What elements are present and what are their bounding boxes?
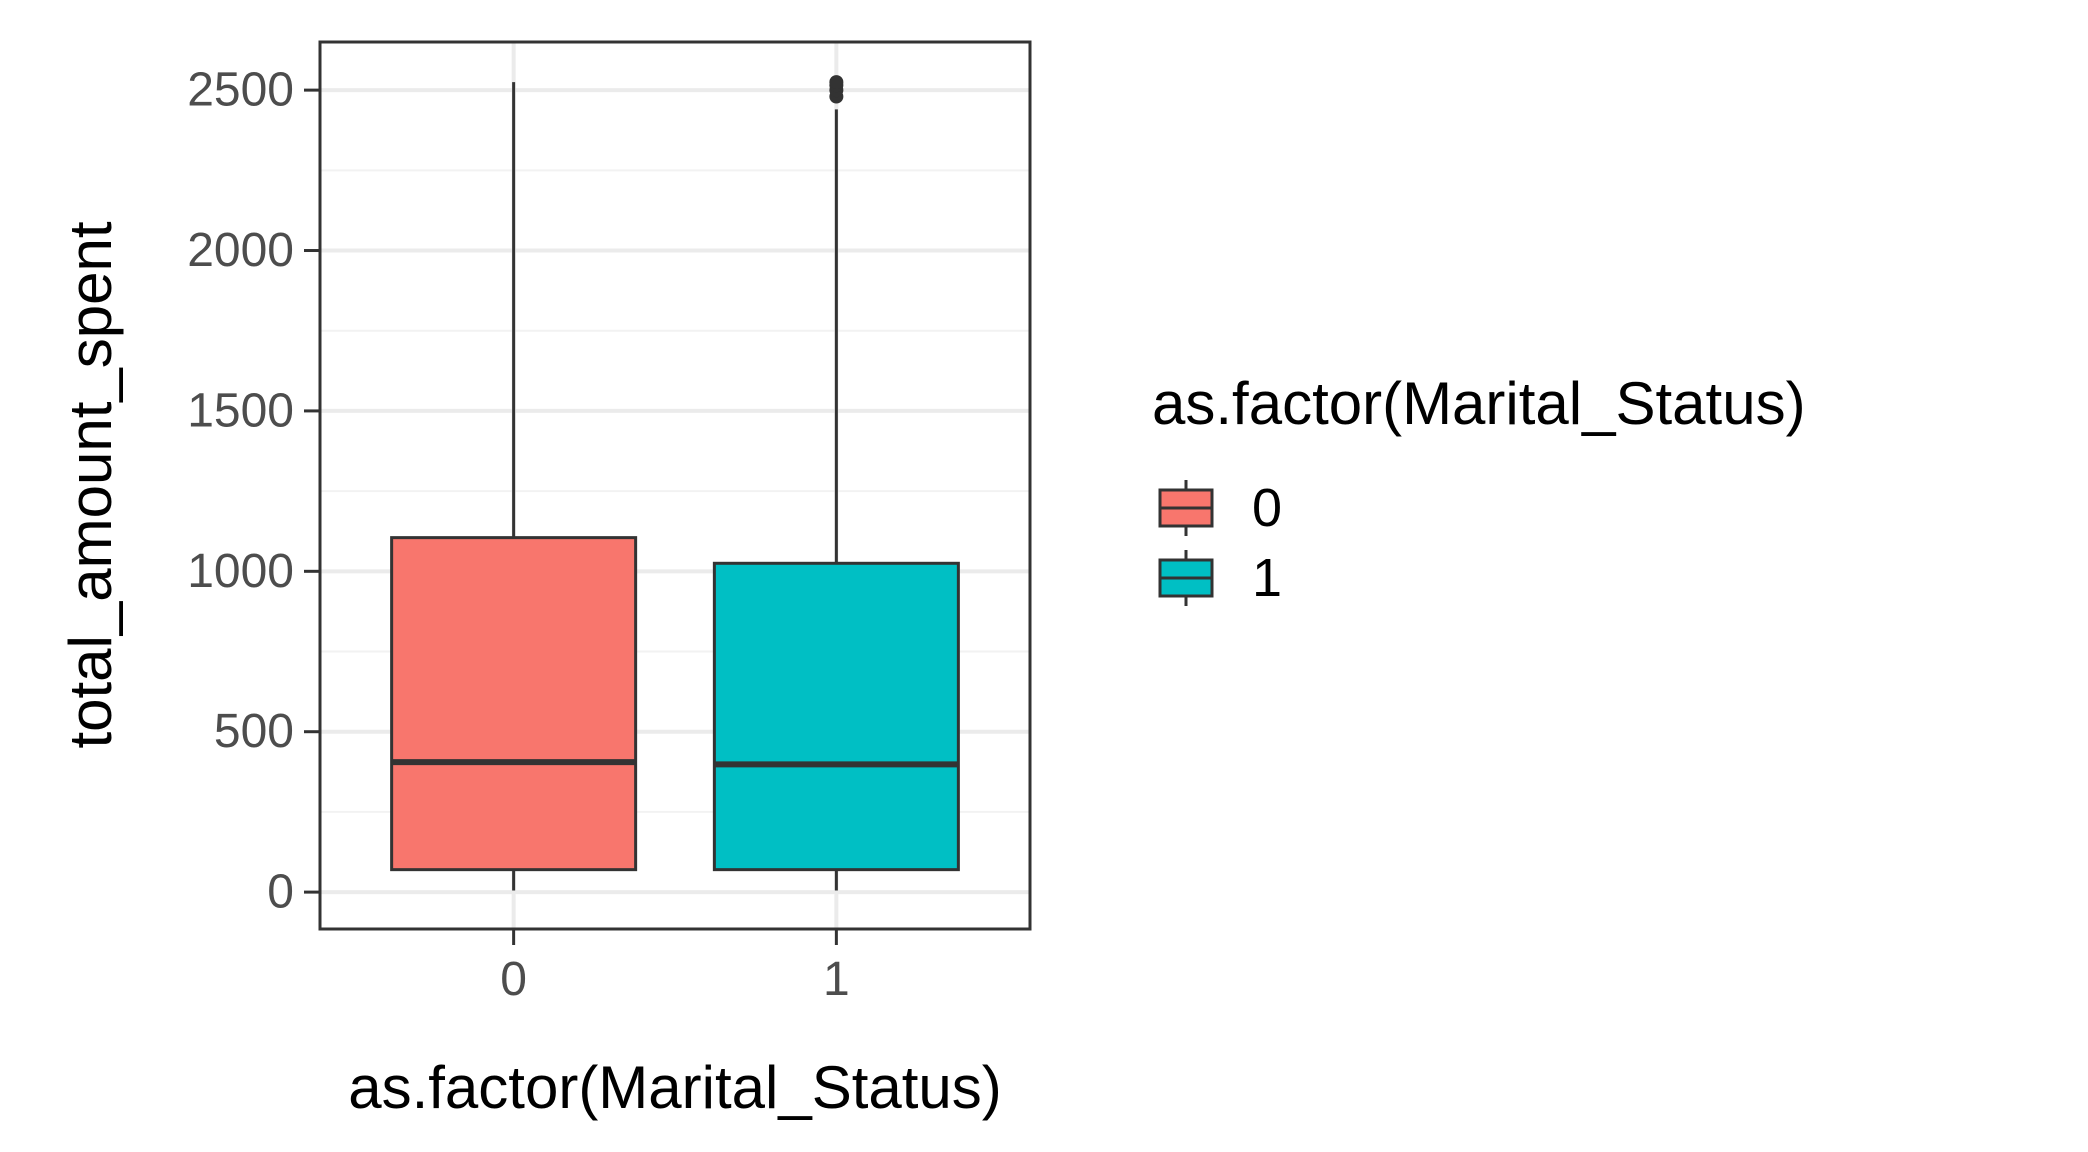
y-tick-label: 0 — [267, 866, 294, 919]
y-tick-label: 500 — [214, 705, 294, 758]
box-layer — [390, 75, 960, 891]
y-tick-label: 2000 — [187, 224, 294, 277]
legend-label: 1 — [1252, 548, 1282, 608]
box-0 — [390, 82, 638, 891]
x-tick-label: 0 — [500, 953, 527, 1006]
y-tick-label: 1000 — [187, 545, 294, 598]
y-axis: 0 500 1000 1500 2000 2500 — [187, 64, 320, 919]
legend-title: as.factor(Marital_Status) — [1152, 370, 1806, 437]
y-tick-label: 1500 — [187, 384, 294, 437]
box-body — [712, 561, 960, 872]
box-body — [390, 536, 638, 872]
panel-border — [318, 40, 1032, 931]
outlier-point — [829, 75, 844, 90]
y-tick-label: 2500 — [187, 64, 294, 117]
legend-item-0: 0 — [1158, 478, 1282, 538]
x-tick-label: 1 — [823, 953, 850, 1006]
legend-item-1: 1 — [1158, 548, 1282, 608]
legend-label: 0 — [1252, 478, 1282, 538]
x-axis-title: as.factor(Marital_Status) — [348, 1054, 1002, 1121]
legend: as.factor(Marital_Status) 0 1 — [1152, 370, 1806, 608]
box-1 — [712, 75, 960, 891]
y-axis-title: total_amount_spent — [57, 221, 124, 748]
